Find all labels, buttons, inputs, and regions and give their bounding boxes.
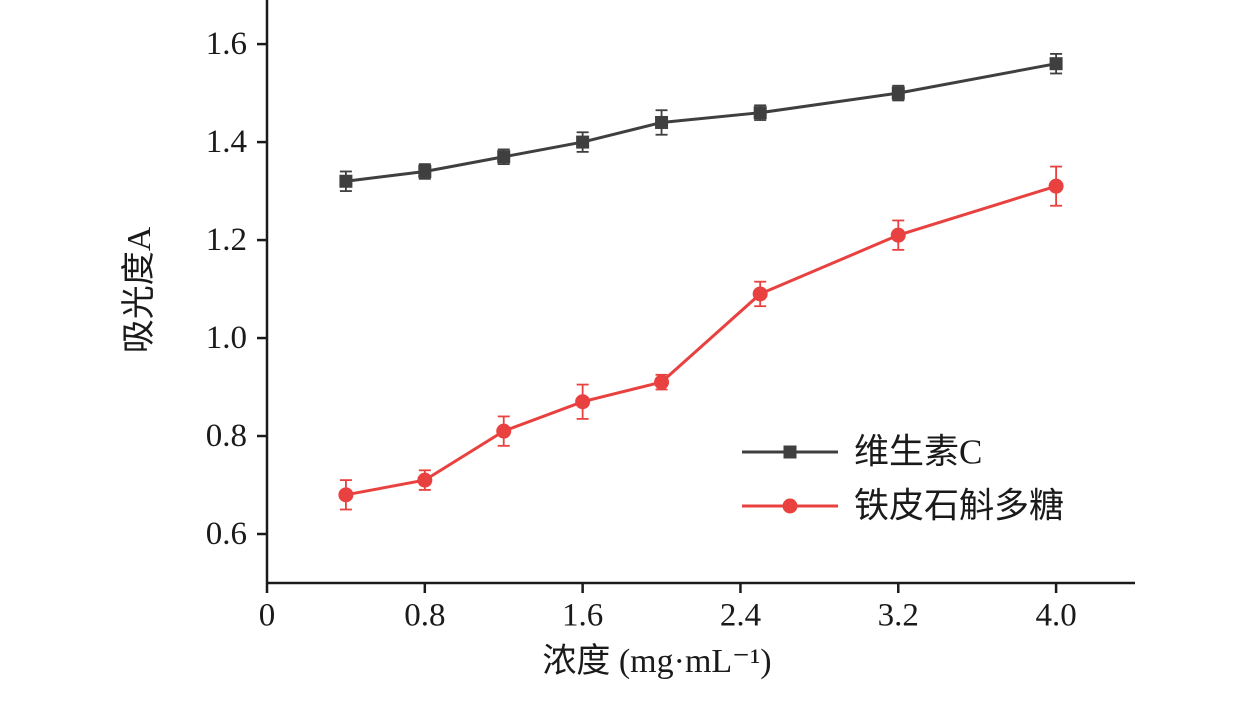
square-marker xyxy=(655,115,669,129)
x-axis-title: 浓度 (mg·mL⁻¹) xyxy=(542,642,771,680)
square-marker xyxy=(497,150,511,164)
circle-marker xyxy=(338,487,354,503)
y-tick-label: 1.0 xyxy=(206,320,247,356)
circle-marker xyxy=(496,423,512,439)
plot-layer: 0 0.8 1.6 2.4 3.2 4.0 0.6 0.8 1.0 1.2 1.4 1.6 xyxy=(206,0,1135,633)
circle-marker xyxy=(1048,178,1064,194)
circle-marker xyxy=(890,227,906,243)
x-tick-label: 4.0 xyxy=(1035,597,1076,633)
x-tick-label: 1.6 xyxy=(562,597,603,633)
square-marker xyxy=(1049,57,1063,71)
legend-label: 铁皮石斛多糖 xyxy=(854,487,1064,526)
circle-marker xyxy=(417,472,433,488)
square-marker xyxy=(576,135,590,149)
legend-square-marker xyxy=(783,445,797,459)
square-marker xyxy=(753,106,767,120)
x-tick-label: 2.4 xyxy=(720,597,761,633)
y-tick-label: 0.6 xyxy=(206,516,247,552)
legend-label: 维生素C xyxy=(854,433,982,472)
series-line xyxy=(345,184,1057,497)
series-line xyxy=(345,62,1057,183)
legend-circle-marker xyxy=(782,498,798,514)
legend: 维生素C 铁皮石斛多糖 xyxy=(742,433,1064,526)
circle-marker xyxy=(752,286,768,302)
square-marker xyxy=(891,86,905,100)
y-tick-label: 0.8 xyxy=(206,418,247,454)
square-marker xyxy=(339,174,353,188)
x-tick-label: 3.2 xyxy=(878,597,919,633)
square-marker xyxy=(418,164,432,178)
y-tick-label: 1.2 xyxy=(206,222,247,258)
x-tick-label: 0.8 xyxy=(404,597,445,633)
y-tick-label: 1.4 xyxy=(206,124,247,160)
x-tick-label: 0 xyxy=(259,597,276,633)
y-tick-label: 1.6 xyxy=(206,26,247,62)
y-axis-title: 吸光度A xyxy=(120,226,158,353)
circle-marker xyxy=(575,394,591,410)
circle-marker xyxy=(654,374,670,390)
